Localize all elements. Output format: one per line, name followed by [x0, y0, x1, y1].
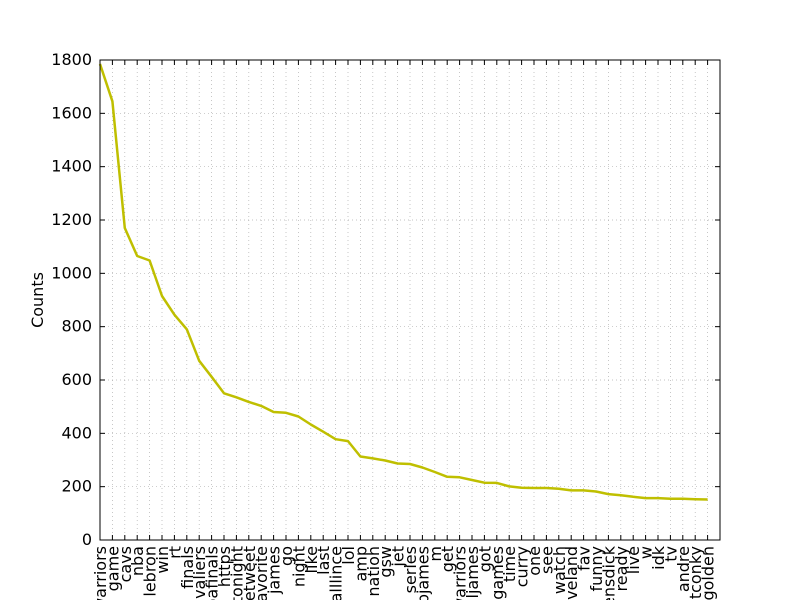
x-tick-label: https [215, 546, 234, 587]
y-tick-label: 600 [61, 370, 92, 389]
x-tick-label: series [401, 546, 420, 593]
x-tick-label: nba [128, 546, 147, 576]
x-tick-label: idk [649, 545, 668, 570]
y-tick-label: 400 [61, 423, 92, 442]
x-tick-label: win [153, 546, 172, 574]
axis-ticks [99, 59, 720, 541]
x-tick-label: finals [178, 546, 197, 589]
x-tick-label: jet [389, 546, 408, 568]
x-tick-label: cavaliers [190, 546, 209, 600]
x-tick-label: night [289, 546, 308, 587]
x-tick-label: challlince [327, 546, 346, 600]
x-tick-label: lebjames [413, 546, 432, 600]
x-tick-label: cavs [116, 546, 135, 582]
y-tick-label: 0 [82, 530, 92, 549]
x-tick-label: one [525, 546, 544, 576]
y-tick-label: 1200 [51, 210, 92, 229]
x-tick-label: last [314, 546, 333, 575]
y-axis-label: Counts [28, 272, 47, 328]
x-tick-label: warriors [91, 546, 110, 600]
x-tick-label: cleveland [562, 546, 581, 600]
x-tick-label: time [500, 546, 519, 582]
x-tick-label: lol [339, 546, 358, 565]
x-tick-label: tonight [227, 546, 246, 600]
x-tick-label: get [438, 546, 457, 572]
x-tick-label: m [426, 546, 445, 562]
x-tick-label: retweet [240, 546, 259, 600]
x-tick-label: warriors [451, 546, 470, 600]
y-tick-label: 1000 [51, 263, 92, 282]
x-tick-label: funny [587, 546, 606, 592]
plot-area [98, 63, 708, 501]
x-tick-label: fav [575, 546, 594, 571]
x-tick-label: lebron [141, 546, 160, 597]
x-tick-label: ljames [463, 546, 482, 598]
x-tick-label: w [637, 546, 656, 559]
x-tick-label: andre [674, 546, 693, 592]
x-tick-label: game [103, 546, 122, 591]
x-tick-label: nation [364, 546, 383, 597]
x-tick-label: like [302, 546, 321, 573]
grid-lines [100, 60, 720, 540]
series-line [98, 63, 708, 501]
y-tick-label: 200 [61, 477, 92, 496]
x-tick-label: got [475, 546, 494, 572]
x-tick-label: nbafinals [203, 546, 222, 600]
x-tick-label: curry [513, 546, 532, 587]
x-tick-label: favorite [252, 546, 271, 600]
x-tick-label: tconky [686, 546, 705, 599]
x-tick-label: live [624, 546, 643, 574]
x-tick-label: amp [351, 546, 370, 582]
x-tick-label: watch [550, 546, 569, 594]
x-tick-label: ready [612, 546, 631, 592]
y-tick-label: 800 [61, 317, 92, 336]
x-tick-label: go [277, 546, 296, 566]
y-tick-label: 1600 [51, 103, 92, 122]
y-tick-label: 1400 [51, 157, 92, 176]
x-tick-label: tv [661, 546, 680, 562]
x-tick-label: mensdick [599, 545, 618, 600]
tick-labels: 0 200 400 600 800 1000 1200 1400 1600 1800 warrior… [51, 50, 717, 600]
x-tick-label: see [537, 546, 556, 574]
x-tick-label: games [488, 546, 507, 600]
x-tick-label: rt [165, 546, 184, 559]
y-tick-label: 1800 [51, 50, 92, 69]
x-tick-label: gsw [376, 546, 395, 578]
x-tick-label: james [265, 546, 284, 595]
x-tick-label: golden [699, 546, 718, 600]
